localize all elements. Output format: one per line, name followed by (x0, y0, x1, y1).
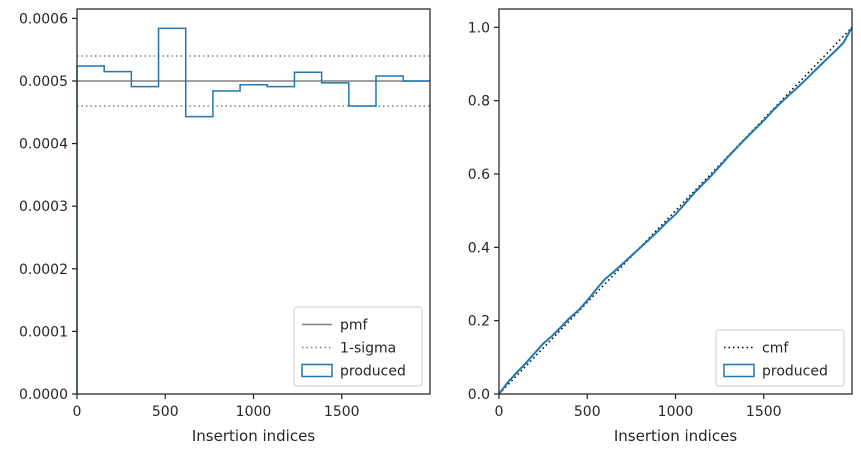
x-tick-label: 1000 (236, 404, 272, 420)
y-tick-label: 1.0 (468, 20, 490, 36)
y-tick-label: 0.4 (468, 240, 490, 256)
legend-box (715, 329, 845, 387)
y-tick-label: 0.0001 (19, 324, 68, 340)
x-tick-label: 500 (152, 404, 179, 420)
x-axis-label: Insertion indices (614, 427, 737, 445)
y-tick-label: 0.0003 (19, 199, 68, 215)
y-tick-label: 0.0004 (19, 137, 68, 153)
left-panel: 0 500 1000 1500 0.0000 0.0001 0.0002 0.0003 0.00… (19, 8, 431, 445)
legend-label-produced: produced (340, 364, 406, 380)
legend-label-produced: produced (762, 364, 828, 380)
series-produced-line (498, 26, 853, 395)
y-tick-label: 0.6 (468, 167, 490, 183)
y-tick-label: 0.0 (468, 387, 490, 403)
right-panel: 0 500 1000 1500 0.0 0.2 0.4 0.6 0.8 1.0 Insertion … (468, 8, 853, 445)
y-tick-label: 0.2 (468, 314, 490, 330)
legend-box (293, 306, 423, 387)
y-tick-label: 0.8 (468, 94, 490, 110)
x-tick-label: 0 (73, 404, 82, 420)
x-tick-label: 0 (495, 404, 504, 420)
x-tick-label: 1000 (658, 404, 694, 420)
legend-label-pmf: pmf (340, 318, 369, 334)
y-tick-label: 0.0005 (19, 74, 68, 90)
y-tick-label: 0.0000 (19, 387, 68, 403)
y-tick-label: 0.0006 (19, 11, 68, 27)
legend-swatch-produced (723, 363, 755, 378)
legend-swatch-produced (301, 363, 333, 378)
series-cmf-line (498, 26, 853, 395)
x-tick-label: 500 (574, 404, 601, 420)
series-produced-step (76, 27, 430, 394)
legend-label-1-sigma: 1-sigma (340, 341, 396, 357)
y-tick-label: 0.0002 (19, 262, 68, 278)
x-axis-label: Insertion indices (192, 427, 315, 445)
x-tick-label: 1500 (746, 404, 782, 420)
x-tick-label: 1500 (324, 404, 360, 420)
legend-label-cmf: cmf (762, 341, 789, 357)
